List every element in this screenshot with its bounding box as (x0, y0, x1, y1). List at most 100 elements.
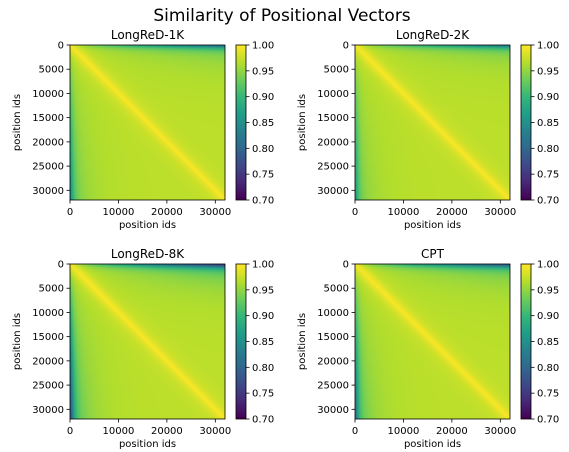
panel-title: LongReD-2K (396, 28, 470, 42)
colorbar-tick-label: 1.00 (252, 41, 274, 52)
x-tick-label: 30000 (484, 426, 516, 437)
colorbar-tick-label: 0.90 (537, 92, 559, 103)
y-tick-label: 30000 (32, 186, 64, 197)
y-axis-label: position ids (297, 94, 308, 151)
panel-title: LongReD-8K (111, 247, 185, 261)
y-axis-label: position ids (297, 313, 308, 370)
colorbar-tick-label: 0.80 (252, 144, 274, 155)
x-tick-label: 30000 (199, 207, 231, 218)
colorbar-tick-label: 0.70 (537, 196, 559, 207)
y-tick-label: 10000 (317, 89, 349, 100)
colorbar-tick-label: 0.75 (537, 389, 559, 400)
colorbar-tick-label: 0.85 (252, 118, 274, 129)
y-tick-label: 5000 (324, 65, 349, 76)
colorbar-tick-label: 1.00 (537, 41, 559, 52)
y-tick-label: 5000 (39, 284, 64, 295)
colorbar-tick-label: 0.80 (537, 144, 559, 155)
y-tick-label: 25000 (317, 381, 349, 392)
x-tick-label: 0 (67, 426, 73, 437)
y-tick-label: 0 (58, 41, 64, 52)
colorbar-tick-label: 1.00 (252, 260, 274, 271)
heatmap-panel: LongReD-8K0 10000 20000 3000005000100001500… (12, 247, 274, 450)
x-tick-label: 20000 (151, 426, 183, 437)
x-tick-label: 20000 (151, 207, 183, 218)
x-tick-label: 20000 (436, 207, 468, 218)
colorbar (521, 45, 531, 200)
x-tick-label: 0 (67, 207, 73, 218)
colorbar-tick-label: 0.70 (252, 415, 274, 426)
axes-frame (354, 263, 511, 420)
x-axis-label: position ids (404, 220, 461, 231)
x-tick-label: 10000 (103, 426, 135, 437)
x-axis-label: position ids (119, 220, 176, 231)
y-tick-label: 10000 (317, 308, 349, 319)
y-tick-label: 20000 (317, 356, 349, 367)
colorbar-tick-label: 0.95 (252, 66, 274, 77)
colorbar-tick-label: 0.70 (252, 196, 274, 207)
y-tick-label: 25000 (317, 162, 349, 173)
y-tick-label: 20000 (317, 137, 349, 148)
y-tick-label: 15000 (32, 113, 64, 124)
y-tick-label: 0 (343, 41, 349, 52)
y-tick-label: 25000 (32, 162, 64, 173)
colorbar-tick-label: 0.75 (537, 170, 559, 181)
y-tick-label: 20000 (32, 137, 64, 148)
colorbar-tick-label: 0.85 (537, 337, 559, 348)
y-tick-label: 20000 (32, 356, 64, 367)
colorbar-tick-label: 0.80 (252, 363, 274, 374)
x-tick-label: 30000 (484, 207, 516, 218)
y-tick-label: 30000 (32, 405, 64, 416)
colorbar (236, 264, 246, 419)
colorbar-tick-label: 0.90 (252, 92, 274, 103)
colorbar-tick-label: 0.75 (252, 170, 274, 181)
y-tick-label: 15000 (317, 113, 349, 124)
heatmap-panel: LongReD-1K0 10000 20000 3000005000100001500… (12, 28, 274, 231)
colorbar (521, 264, 531, 419)
colorbar-tick-label: 0.90 (537, 311, 559, 322)
colorbar-tick-label: 0.75 (252, 389, 274, 400)
x-tick-label: 10000 (388, 207, 420, 218)
heatmap-image (70, 264, 225, 419)
colorbar-tick-label: 0.95 (537, 285, 559, 296)
colorbar-tick-label: 0.95 (252, 285, 274, 296)
y-tick-label: 30000 (317, 405, 349, 416)
y-axis-label: position ids (12, 313, 23, 370)
x-axis-label: position ids (119, 439, 176, 450)
colorbar-tick-label: 0.85 (537, 118, 559, 129)
y-tick-label: 0 (58, 260, 64, 271)
y-tick-label: 5000 (39, 65, 64, 76)
colorbar-tick-label: 1.00 (537, 260, 559, 271)
y-tick-label: 10000 (32, 308, 64, 319)
y-tick-label: 5000 (324, 284, 349, 295)
heatmap-image (355, 264, 510, 419)
x-tick-label: 10000 (103, 207, 135, 218)
heatmap-image (70, 45, 225, 200)
y-tick-label: 15000 (317, 332, 349, 343)
axes-frame (69, 44, 226, 201)
heatmap-image (355, 45, 510, 200)
colorbar-tick-label: 0.90 (252, 311, 274, 322)
y-tick-label: 0 (343, 260, 349, 271)
axes-frame (69, 263, 226, 420)
x-axis-label: position ids (404, 439, 461, 450)
panel-title: CPT (421, 247, 445, 261)
colorbar-tick-label: 0.95 (537, 66, 559, 77)
y-tick-label: 25000 (32, 381, 64, 392)
y-tick-label: 15000 (32, 332, 64, 343)
y-tick-label: 10000 (32, 89, 64, 100)
axes-frame (354, 44, 511, 201)
figure-title: Similarity of Positional Vectors (153, 6, 410, 26)
colorbar-tick-label: 0.70 (537, 415, 559, 426)
x-tick-label: 10000 (388, 426, 420, 437)
x-tick-label: 0 (352, 426, 358, 437)
x-tick-label: 0 (352, 207, 358, 218)
colorbar (236, 45, 246, 200)
panel-title: LongReD-1K (111, 28, 185, 42)
x-tick-label: 20000 (436, 426, 468, 437)
x-tick-label: 30000 (199, 426, 231, 437)
y-axis-label: position ids (12, 94, 23, 151)
heatmap-panel: LongReD-2K0 10000 20000 3000005000100001500… (297, 28, 559, 231)
y-tick-label: 30000 (317, 186, 349, 197)
